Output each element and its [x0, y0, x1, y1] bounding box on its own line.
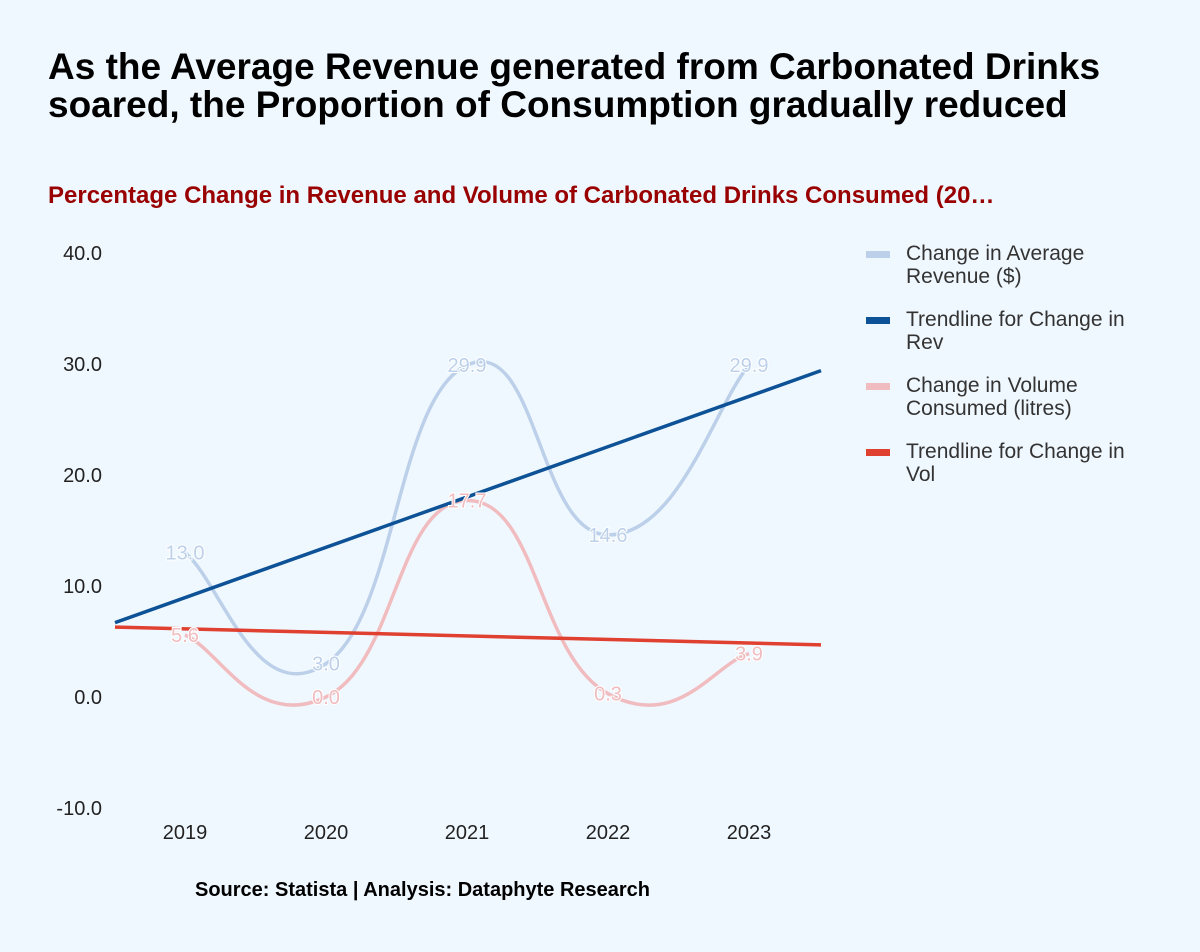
- legend-item-vol-trend[interactable]: Trendline for Change in Vol: [866, 440, 1146, 486]
- data-label: 29.9: [730, 355, 769, 377]
- y-tick-label: 0.0: [74, 687, 102, 709]
- data-label: 13.0: [166, 543, 205, 565]
- data-label: 14.6: [589, 525, 628, 547]
- y-tick-label: 40.0: [63, 243, 102, 265]
- data-label: 3.9: [735, 644, 763, 666]
- legend-label: Trendline for Change in Rev: [906, 308, 1125, 354]
- series-line-2: [184, 498, 750, 707]
- legend-swatch: [866, 383, 890, 390]
- legend-label: Trendline for Change in Vol: [906, 440, 1125, 486]
- chart-subtitle: Percentage Change in Revenue and Volume …: [48, 182, 995, 209]
- data-label: 3.0: [312, 654, 340, 676]
- legend-item-volume[interactable]: Change in Volume Consumed (litres): [866, 374, 1146, 420]
- x-tick-label: 2022: [586, 822, 631, 844]
- y-tick-label: 20.0: [63, 465, 102, 487]
- x-tick-label: 2023: [727, 822, 772, 844]
- data-label: 29.9: [448, 355, 487, 377]
- data-label: 0.3: [594, 684, 622, 706]
- legend-swatch: [866, 449, 890, 456]
- chart-title: As the Average Revenue generated from Ca…: [48, 46, 1101, 125]
- y-tick-label: 10.0: [63, 576, 102, 598]
- data-label: 5.6: [171, 625, 199, 647]
- trendline-3: [114, 625, 822, 647]
- legend-item-revenue[interactable]: Change in Average Revenue ($): [866, 242, 1146, 288]
- legend-swatch: [866, 317, 890, 324]
- legend: Change in Average Revenue ($) Trendline …: [866, 242, 1146, 506]
- series-line-0: [183, 360, 751, 676]
- source-note: Source: Statista | Analysis: Dataphyte R…: [195, 879, 651, 901]
- legend-swatch: [866, 251, 890, 258]
- y-tick-label: -10.0: [56, 798, 102, 820]
- x-tick-label: 2019: [163, 822, 208, 844]
- data-label: 17.7: [448, 491, 487, 513]
- legend-item-rev-trend[interactable]: Trendline for Change in Rev: [866, 308, 1146, 354]
- x-tick-label: 2020: [304, 822, 349, 844]
- x-tick-label: 2021: [445, 822, 490, 844]
- legend-label: Change in Volume Consumed (litres): [906, 374, 1078, 420]
- legend-label: Change in Average Revenue ($): [906, 242, 1085, 288]
- data-label: 0.0: [312, 687, 340, 709]
- y-tick-label: 30.0: [63, 354, 102, 376]
- trendline-1: [114, 369, 822, 625]
